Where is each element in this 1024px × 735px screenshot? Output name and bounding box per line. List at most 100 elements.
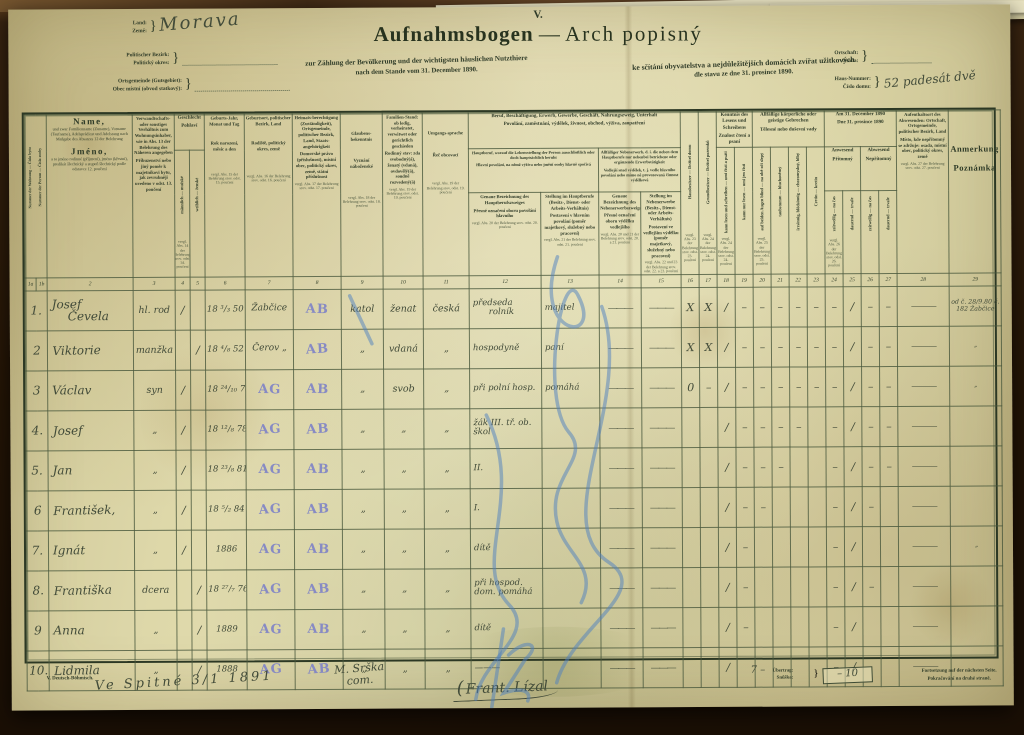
column-number: 5: [190, 276, 206, 291]
cell-t16: [682, 607, 702, 648]
cell-t19: –: [736, 447, 755, 488]
cell-c29: od č. 28∕9.80 č. 182 Žabčice: [949, 285, 1002, 327]
table-row: 5. Jan „/18 ²³∕₈ 81 AG AB „ „ „ II. ——— ——— / – – – – / –…: [25, 445, 1003, 491]
cell-fs: „: [383, 408, 424, 450]
cell-t21: –: [772, 446, 791, 487]
ink-stamp-AG: AG: [258, 501, 283, 519]
name-header-cs-small: a to jméno rodinné (příjmení), jméno (kř…: [51, 155, 128, 171]
literacy-group-de: Kenntnis des Lesens und Schreibens: [720, 112, 749, 131]
col-header-birthplace: Geburtsort, politischer Bezirk, Land Rod…: [244, 113, 294, 277]
cell-s15: ———: [641, 287, 682, 328]
main-occupation-group-de: Hauptberuf, worauf die Lebensstellung de…: [471, 149, 595, 161]
cell-t19: –: [736, 607, 756, 648]
column-number: 1a: [25, 277, 37, 291]
col-header-present-temporary: zeitweilig — na čas vergl. Abs. 26 der B…: [824, 191, 844, 274]
cell-hr: AB: [293, 329, 342, 370]
enumerator-signature: M. Srška com.: [334, 660, 386, 689]
cell-t21: –: [771, 286, 790, 327]
column-number: 21: [771, 273, 790, 287]
column-number: 10: [383, 275, 424, 290]
cell-birth: 18 ⁵∕₂ 84: [206, 489, 247, 530]
census-table: Nummer der Wohnung — Číslo bytu Nummer d…: [24, 109, 1004, 692]
cell-t22: [790, 446, 809, 487]
cell-t18: /: [718, 487, 737, 528]
column-number: 14: [599, 274, 642, 288]
column-number: 28: [897, 273, 950, 287]
ink-stamp-AB: AB: [306, 462, 330, 478]
table-row: 4. Josef „/18 ¹²∕₈ 78 AG AB „ „ „ žák III. tř. o…: [25, 405, 1003, 452]
cell-fs: „: [383, 448, 425, 490]
cell-name: Viktorie: [47, 329, 134, 372]
main-position-cs: Postavení v hlavním povolání (poměr maje…: [544, 213, 596, 236]
cell-sxf: /: [191, 609, 208, 651]
municipality-value-line: [194, 77, 290, 92]
cell-t21: –: [771, 406, 791, 447]
reads-writes-label: kann lesen und schreiben — umí čísti a p…: [722, 151, 729, 233]
cell-rel: hl. rod: [133, 290, 176, 331]
cell-t20: [754, 606, 774, 648]
cell-occ: při polní hosp.: [469, 368, 542, 409]
cell-t27: –: [879, 366, 898, 407]
cell-t20: –: [754, 486, 773, 528]
cell-fs: vdaná: [383, 328, 424, 370]
ink-stamp-AG: AG: [257, 421, 282, 439]
ink-stamp-AB: AB: [306, 581, 331, 599]
brace-glyph: }: [861, 48, 869, 64]
table-row: 1. Josef Čevela hl. rod/18 ³∕₃ 50 Žabčice AB k…: [25, 285, 1002, 331]
village-label-cs: Osada:: [841, 57, 859, 64]
cell-rel9: „: [342, 489, 385, 530]
side-occupation-cs: Přesné označení oboru výdělku vedlejšího: [603, 212, 636, 230]
cell-t20: –: [754, 446, 773, 488]
land-value: Morava: [158, 8, 242, 36]
col-header-sex-group: Geschlecht Pohlaví: [174, 114, 205, 151]
absent-residence-de: Aufenthaltsort des Abwesenden: Ortschaft…: [898, 111, 947, 135]
cell-pos: [541, 447, 601, 489]
cell-s15: ———: [641, 327, 682, 368]
cell-t16: 0: [681, 367, 700, 408]
column-number: 26: [861, 273, 880, 287]
cell-occ: hospodyně: [469, 328, 542, 369]
table-row: 8. Františka dcera/18 ²⁷∕₇ 76 AG AB „ „ „ při ho…: [26, 565, 1003, 612]
cell-c29: [950, 445, 1003, 487]
literacy-group-cs: Znalost čtení a psaní: [718, 133, 751, 145]
cell-bp: AG: [246, 569, 295, 610]
cell-bp: AG: [245, 369, 294, 410]
brace-glyph: }: [813, 668, 819, 680]
cell-t22: –: [789, 366, 808, 407]
house-number-labels: Haus-Nummer: Číslo domu:: [835, 76, 871, 91]
cell-bp: Žabčice: [245, 289, 294, 330]
cell-name: Františka: [48, 569, 136, 612]
insane-label: irrsinnig, blödsinnig — choromyslný, blb…: [794, 152, 801, 231]
cell-bp: AG: [246, 529, 295, 570]
cell-s15: ———: [642, 527, 683, 568]
continuation-de: Fortsetzung auf der nächsten Seite.: [921, 668, 997, 674]
cell-name: František,: [47, 489, 135, 532]
col-header-literacy-group: Kenntnis des Lesens und Schreibens Znalo…: [716, 111, 753, 148]
cell-c28: ———: [898, 566, 951, 607]
cell-t20: [754, 566, 773, 608]
language-header-cs: Řeč obcovací: [432, 152, 459, 158]
cell-pos: pomáhá: [541, 367, 600, 409]
table-row: 9 Anna „/1889 AG AB „ „ „ dítě ——— ——— / – – / ———: [26, 605, 1004, 651]
cell-t20: –: [753, 406, 773, 448]
column-number: 12: [469, 275, 542, 289]
cell-t25: /: [843, 286, 862, 327]
cell-rel9: katol: [341, 289, 384, 330]
cell-c29: „: [950, 525, 1003, 567]
col-header-side-position: Stellung im Nebenerwerbe (Besitz-, Diens…: [640, 191, 682, 275]
cell-birth: 1889: [206, 609, 248, 650]
home-right-header-cs: Domovské právo (příslušnost), místní obe…: [295, 151, 338, 180]
table-footer: V. Deutsch-Böhmisch. Ve Spitné 3∕1 1891 …: [25, 659, 999, 708]
cell-t24: –: [826, 446, 845, 487]
cell-lang: „: [424, 568, 471, 609]
cell-occ: II.: [469, 448, 543, 489]
continuation-cs: Pokračování na druhé straně.: [927, 675, 991, 682]
village-field: Ortschaft: Osada: }: [834, 48, 932, 65]
column-number: 6: [205, 276, 246, 290]
cell-t26: –: [862, 446, 881, 487]
col-header-land-owner: Grundbesitzer — Držitel pozemků vergl. A…: [698, 111, 718, 275]
cell-t16: X: [681, 327, 700, 368]
language-note: vergl. Abs. 19 der Belehrung srov. odst.…: [426, 181, 465, 195]
ink-stamp-AB: AB: [305, 382, 330, 398]
cell-t16: [682, 567, 701, 608]
